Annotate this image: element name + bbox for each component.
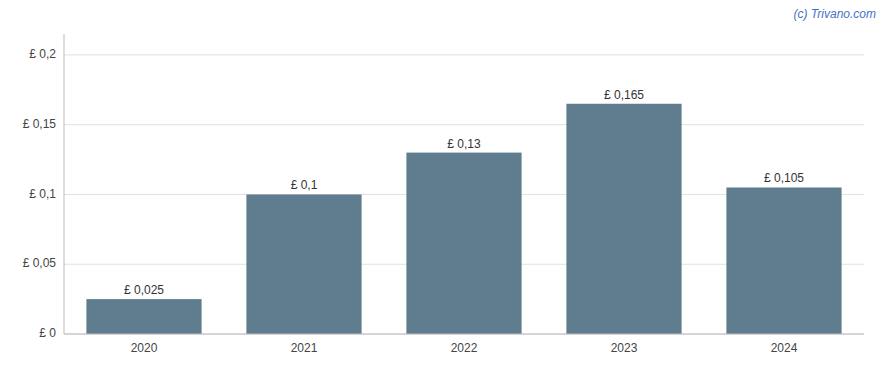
bars [86, 104, 841, 334]
bar [726, 187, 841, 334]
x-tick-label: 2023 [611, 341, 638, 355]
y-tick-label: £ 0,15 [23, 117, 57, 131]
grid-line [64, 54, 864, 55]
x-tick-label: 2021 [291, 341, 318, 355]
y-axis-line [64, 34, 65, 334]
data-label: £ 0,1 [291, 178, 318, 192]
bar [86, 299, 201, 334]
grid-line [64, 334, 864, 335]
grid [64, 55, 864, 334]
data-labels: £ 0,025 £ 0,1 £ 0,13 £ 0,165 £ 0,105 [124, 88, 804, 297]
x-tick-label: 2022 [451, 341, 478, 355]
bar [246, 194, 361, 334]
x-axis: 2020 2021 2022 2023 2024 [64, 334, 864, 355]
y-tick-label: £ 0,05 [23, 256, 57, 270]
data-label: £ 0,165 [604, 88, 644, 102]
x-tick-label: 2020 [131, 341, 158, 355]
chart-container: £ 0£ 0,05£ 0,1£ 0,15£ 0,2£ 0,025£ 0,1£ 0… [0, 0, 888, 370]
data-label: £ 0,13 [447, 137, 481, 151]
bar [566, 104, 681, 334]
watermark: (c) Trivano.com [794, 7, 876, 21]
x-tick-label: 2024 [771, 341, 798, 355]
y-tick-label: £ 0,2 [29, 47, 56, 61]
data-label: £ 0,105 [764, 171, 804, 185]
grid-line [64, 124, 864, 125]
chart-svg: £ 0£ 0,05£ 0,1£ 0,15£ 0,2£ 0,025£ 0,1£ 0… [0, 0, 888, 370]
data-label: £ 0,025 [124, 283, 164, 297]
bar [406, 153, 521, 334]
y-tick-label: £ 0,1 [29, 187, 56, 201]
x-axis-line [64, 334, 864, 335]
y-axis: £ 0 £ 0,05 £ 0,1 £ 0,15 £ 0,2 [23, 34, 64, 340]
y-tick-label: £ 0 [39, 326, 56, 340]
